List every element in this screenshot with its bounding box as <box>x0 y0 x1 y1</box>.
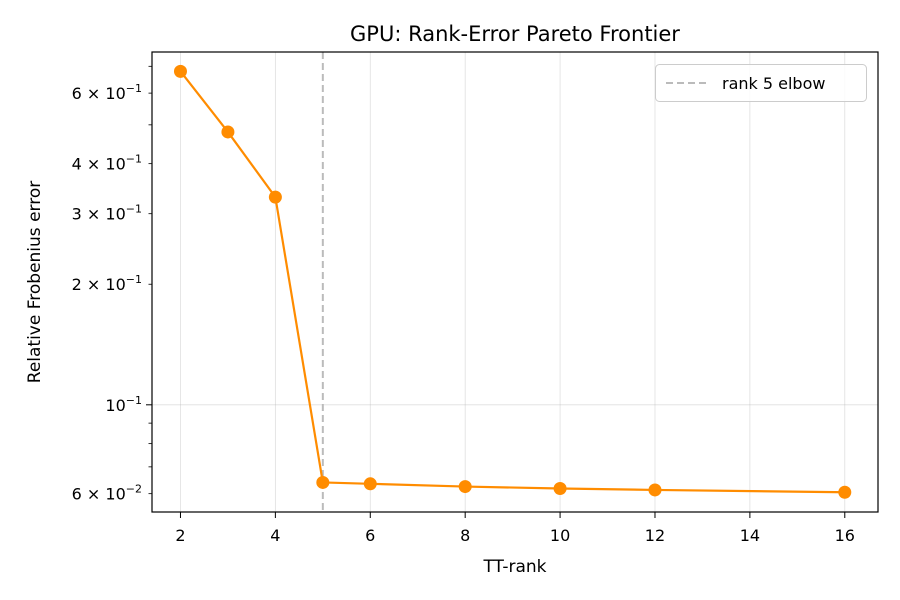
y-axis-label: Relative Frobenius error <box>25 181 45 383</box>
y-tick-exponent: −1 <box>126 394 142 407</box>
y-tick-mantissa: 2 <box>72 275 82 294</box>
data-point <box>458 480 472 494</box>
x-axis-label: TT-rank <box>482 557 546 577</box>
data-point <box>173 64 187 78</box>
legend-box <box>655 64 867 102</box>
y-tick-label: 2 × 10−1 <box>72 273 142 294</box>
x-tick-label: 16 <box>835 526 855 545</box>
x-axis-ticks: 2 4 6 8 10 12 14 16 <box>175 512 855 545</box>
y-axis-ticks: 6 × 10−210−12 × 10−13 × 10−14 × 10−16 × … <box>72 65 152 504</box>
y-tick-label: 3 × 10−1 <box>72 203 142 224</box>
grid <box>152 52 878 512</box>
x-tick-label: 4 <box>270 526 280 545</box>
y-tick-exponent: −1 <box>126 203 142 216</box>
x-tick-label: 2 <box>175 526 185 545</box>
data-point <box>316 475 330 489</box>
series-layer <box>173 64 852 499</box>
x-tick-label: 12 <box>645 526 665 545</box>
y-tick-mantissa: 4 <box>72 155 82 174</box>
y-tick-base: × 10 <box>82 155 126 174</box>
y-tick-base: × 10 <box>82 84 126 103</box>
data-point <box>648 483 662 497</box>
data-point <box>363 477 377 491</box>
y-tick-mantissa: 6 <box>72 485 82 504</box>
data-point <box>553 482 567 496</box>
y-tick-exponent: −1 <box>126 153 142 166</box>
legend-label: rank 5 elbow <box>722 74 825 93</box>
y-tick-label: 10−1 <box>105 394 142 415</box>
chart-title: GPU: Rank-Error Pareto Frontier <box>350 22 680 46</box>
data-point <box>268 190 282 204</box>
x-tick-label: 6 <box>365 526 375 545</box>
y-tick-label: 4 × 10−1 <box>72 153 142 174</box>
y-tick-label: 6 × 10−2 <box>72 483 142 504</box>
plot-frame <box>151 51 879 513</box>
y-tick-exponent: −2 <box>126 483 142 496</box>
y-tick-base: 10 <box>105 396 125 415</box>
y-tick-mantissa: 3 <box>72 205 82 224</box>
y-tick-base: × 10 <box>82 205 126 224</box>
x-tick-label: 14 <box>740 526 760 545</box>
series-line <box>179 70 845 494</box>
y-tick-label: 6 × 10−1 <box>72 82 142 103</box>
x-tick-label: 8 <box>460 526 470 545</box>
data-point <box>838 485 852 499</box>
data-point <box>221 125 235 139</box>
y-tick-base: × 10 <box>82 275 126 294</box>
y-tick-exponent: −1 <box>126 273 142 286</box>
y-tick-base: × 10 <box>82 485 126 504</box>
x-tick-label: 10 <box>550 526 570 545</box>
legend: rank 5 elbow <box>655 64 867 102</box>
y-tick-exponent: −1 <box>126 82 142 95</box>
y-tick-mantissa: 6 <box>72 84 82 103</box>
